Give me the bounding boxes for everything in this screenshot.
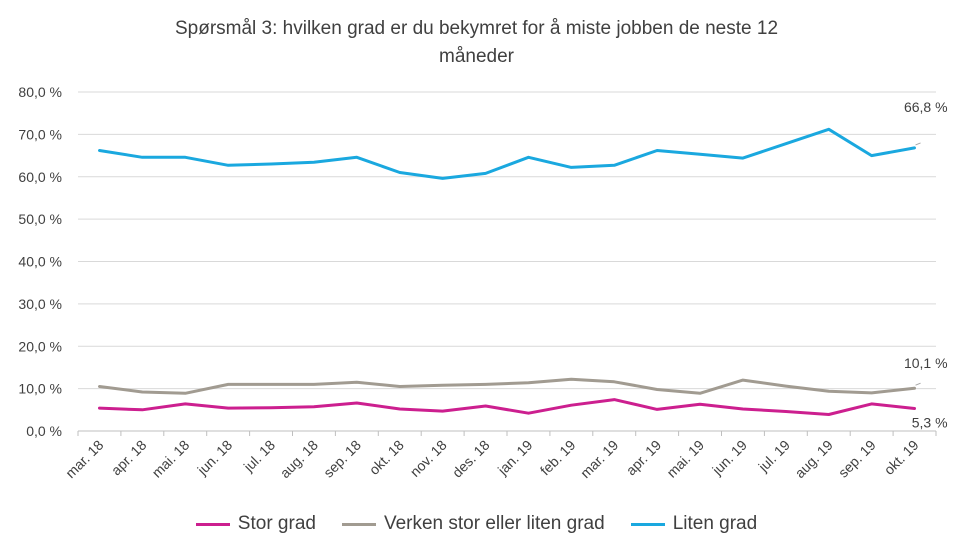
y-tick-label: 70,0 % (18, 126, 62, 142)
x-tick-label: mai. 19 (663, 437, 707, 481)
x-tick-label: okt. 19 (881, 437, 922, 478)
y-tick-label: 80,0 % (18, 84, 62, 100)
data-label: 66,8 % (904, 99, 948, 115)
x-tick-label: aug. 19 (792, 437, 836, 481)
legend-item: Stor grad (195, 513, 316, 535)
legend-item: Verken stor eller liten grad (341, 513, 605, 535)
x-tick-label: des. 18 (449, 437, 493, 481)
legend-swatch (630, 522, 665, 526)
legend: Stor grad Verken stor eller liten grad Lit… (0, 513, 953, 535)
legend-label: Verken stor eller liten grad (383, 513, 605, 534)
x-tick-label: apr. 19 (623, 437, 665, 479)
y-tick-label: 40,0 % (18, 254, 62, 270)
x-tick-label: feb. 19 (537, 437, 579, 479)
y-tick-label: 50,0 % (18, 211, 62, 227)
legend-swatch (195, 522, 230, 526)
x-tick-label: mar. 19 (577, 437, 621, 481)
x-tick-label: jan. 19 (494, 437, 536, 479)
x-tick-label: mai. 18 (149, 437, 193, 481)
x-tick-label: sep. 18 (320, 437, 364, 481)
legend-swatch (341, 522, 376, 526)
data-label-leader (915, 382, 921, 386)
x-tick-label: jul. 19 (755, 437, 794, 476)
y-tick-label: 0,0 % (26, 423, 62, 439)
series-line-1 (98, 398, 916, 416)
x-tick-label: jun. 19 (708, 437, 750, 479)
x-tick-label: apr. 18 (108, 437, 150, 479)
x-tick-label: jul. 18 (240, 437, 279, 476)
data-label: 10,1 % (904, 355, 948, 371)
x-tick-label: jun. 18 (194, 437, 236, 479)
series-line-3 (98, 127, 916, 180)
x-tick-label: sep. 19 (835, 437, 879, 481)
chart-title-line-1: Spørsmål 3: hvilken grad er du bekymret … (174, 18, 779, 39)
data-label: 5,3 % (912, 415, 948, 431)
chart-title-line-2: måneder (439, 46, 514, 67)
legend-label: Liten grad (672, 513, 758, 534)
data-label-leader (915, 142, 921, 146)
y-tick-label: 30,0 % (18, 296, 62, 312)
legend-label: Stor grad (237, 513, 316, 534)
x-tick-label: mar. 18 (62, 437, 106, 481)
series-line-2 (98, 377, 916, 395)
y-tick-label: 20,0 % (18, 338, 62, 354)
x-tick-label: okt. 18 (366, 437, 407, 478)
plot-area: 0,0 % 10,0 % 20,0 % 30,0 % 40,0 % 50,0 % 60,0 … (18, 84, 948, 481)
legend-item: Liten grad (630, 513, 758, 535)
y-tick-label: 60,0 % (18, 169, 62, 185)
x-tick-label: nov. 18 (407, 437, 450, 480)
x-tick-label: aug. 18 (277, 437, 321, 481)
y-tick-label: 10,0 % (18, 381, 62, 397)
